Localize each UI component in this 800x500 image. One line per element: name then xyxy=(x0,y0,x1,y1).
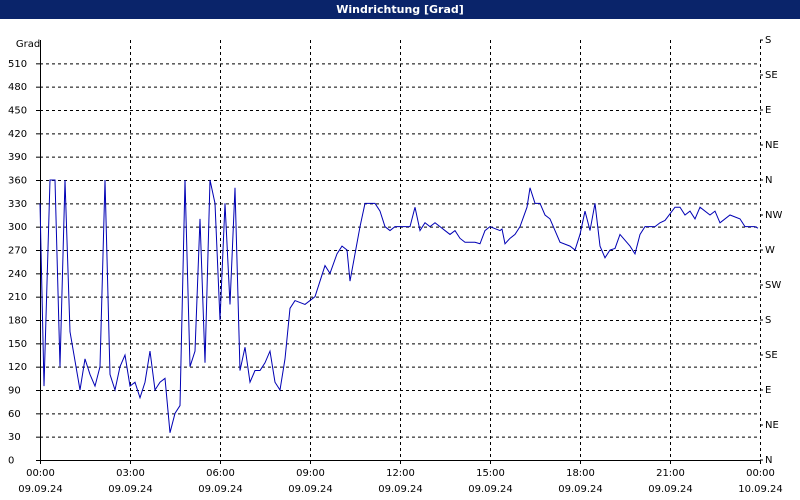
y-tick-label: 30 xyxy=(8,432,21,443)
x-tick-label: 00:00 xyxy=(746,468,775,479)
y-tick-label: 180 xyxy=(8,316,27,327)
y2-tick-label: NW xyxy=(765,210,782,221)
y2-tick-label: E xyxy=(765,105,771,116)
data-line xyxy=(39,179,759,433)
y2-tick-label: W xyxy=(765,245,775,256)
x-tick-label: 00:00 xyxy=(26,468,55,479)
x-tick-date: 10.09.24 xyxy=(738,484,783,495)
y-tick-label: 390 xyxy=(8,152,27,163)
x-tick-date: 09.09.24 xyxy=(558,484,603,495)
x-tick-date: 09.09.24 xyxy=(648,484,693,495)
y-tick-label: 90 xyxy=(8,386,21,397)
y2-tick-label: SE xyxy=(765,70,778,81)
y-tick-label: 60 xyxy=(8,409,21,420)
y-tick-label: 450 xyxy=(8,106,27,117)
y-tick-label: 510 xyxy=(8,59,27,70)
y-tick-label: 300 xyxy=(8,222,27,233)
x-tick-date: 09.09.24 xyxy=(468,484,513,495)
y2-tick-label: SE xyxy=(765,350,778,361)
x-tick-label: 21:00 xyxy=(656,468,685,479)
y2-tick-label: S xyxy=(765,35,771,46)
x-tick-date: 09.09.24 xyxy=(288,484,333,495)
x-tick-label: 15:00 xyxy=(476,468,505,479)
y-tick-label: 240 xyxy=(8,269,27,280)
x-tick-label: 06:00 xyxy=(206,468,235,479)
y2-tick-label: S xyxy=(765,315,771,326)
y-tick-label: 420 xyxy=(8,129,27,140)
y-tick-label: 480 xyxy=(8,82,27,93)
y-axis-label: Grad xyxy=(16,39,40,50)
x-tick-label: 12:00 xyxy=(386,468,415,479)
y2-tick-label: NE xyxy=(765,140,779,151)
x-tick-label: 09:00 xyxy=(296,468,325,479)
x-tick-date: 09.09.24 xyxy=(198,484,243,495)
y-tick-label: 120 xyxy=(8,362,27,373)
y2-tick-label: N xyxy=(765,455,772,466)
y-tick-label: 210 xyxy=(8,292,27,303)
x-tick-date: 09.09.24 xyxy=(18,484,63,495)
x-tick-date: 09.09.24 xyxy=(378,484,423,495)
y-tick-label: 270 xyxy=(8,246,27,257)
window-title: Windrichtung [Grad] xyxy=(0,0,800,19)
y-tick-label: 360 xyxy=(8,176,27,187)
y-tick-label: 0 xyxy=(8,456,14,467)
x-tick-label: 18:00 xyxy=(566,468,595,479)
x-tick-label: 03:00 xyxy=(116,468,145,479)
y2-tick-label: SW xyxy=(765,280,781,291)
x-tick-date: 09.09.24 xyxy=(108,484,153,495)
y2-tick-label: E xyxy=(765,385,771,396)
y-tick-label: 150 xyxy=(8,339,27,350)
y2-tick-label: N xyxy=(765,175,772,186)
y-tick-label: 330 xyxy=(8,199,27,210)
y2-tick-label: NE xyxy=(765,420,779,431)
